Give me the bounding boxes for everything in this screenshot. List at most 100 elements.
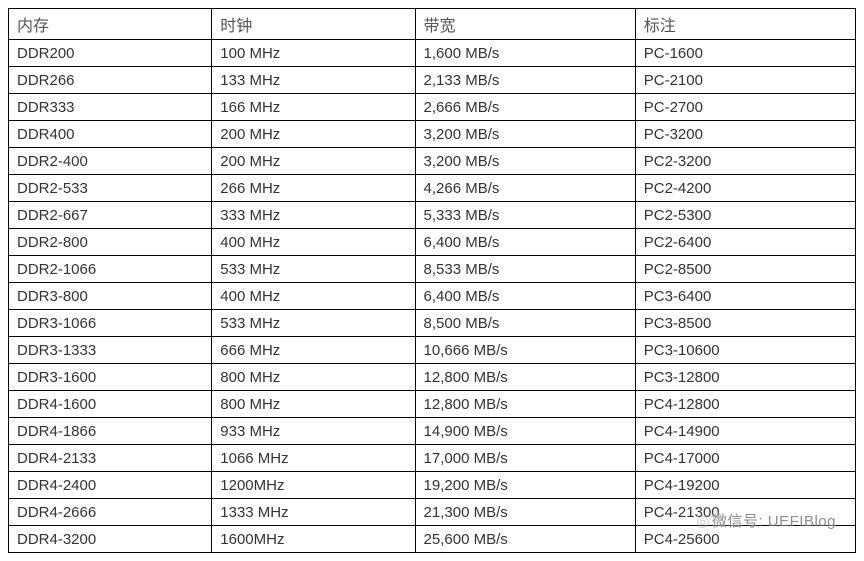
cell-bandwidth: 17,000 MB/s [415, 445, 635, 472]
cell-clock: 533 MHz [212, 256, 415, 283]
memory-spec-table: 内存 时钟 带宽 标注 DDR200100 MHz1,600 MB/sPC-16… [8, 8, 856, 553]
cell-bandwidth: 3,200 MB/s [415, 148, 635, 175]
cell-note: PC2-3200 [635, 148, 855, 175]
col-header-clock: 时钟 [212, 9, 415, 40]
cell-bandwidth: 3,200 MB/s [415, 121, 635, 148]
cell-memory: DDR4-2666 [9, 499, 212, 526]
cell-memory: DDR3-1600 [9, 364, 212, 391]
cell-clock: 533 MHz [212, 310, 415, 337]
cell-clock: 333 MHz [212, 202, 415, 229]
cell-memory: DDR333 [9, 94, 212, 121]
cell-clock: 1066 MHz [212, 445, 415, 472]
cell-clock: 1600MHz [212, 526, 415, 553]
table-row: DDR4-32001600MHz25,600 MB/sPC4-25600 [9, 526, 856, 553]
cell-note: PC-2100 [635, 67, 855, 94]
table-row: DDR400200 MHz3,200 MB/sPC-3200 [9, 121, 856, 148]
cell-clock: 1200MHz [212, 472, 415, 499]
cell-clock: 100 MHz [212, 40, 415, 67]
table-row: DDR2-400200 MHz3,200 MB/sPC2-3200 [9, 148, 856, 175]
cell-memory: DDR2-667 [9, 202, 212, 229]
cell-bandwidth: 2,666 MB/s [415, 94, 635, 121]
cell-clock: 400 MHz [212, 283, 415, 310]
memory-spec-table-container: 内存 时钟 带宽 标注 DDR200100 MHz1,600 MB/sPC-16… [8, 8, 856, 553]
table-row: DDR4-1866933 MHz14,900 MB/sPC4-14900 [9, 418, 856, 445]
cell-memory: DDR3-800 [9, 283, 212, 310]
cell-clock: 800 MHz [212, 364, 415, 391]
cell-bandwidth: 10,666 MB/s [415, 337, 635, 364]
cell-memory: DDR2-800 [9, 229, 212, 256]
cell-bandwidth: 4,266 MB/s [415, 175, 635, 202]
cell-clock: 933 MHz [212, 418, 415, 445]
cell-clock: 166 MHz [212, 94, 415, 121]
table-row: DDR4-24001200MHz19,200 MB/sPC4-19200 [9, 472, 856, 499]
table-body: DDR200100 MHz1,600 MB/sPC-1600DDR266133 … [9, 40, 856, 553]
cell-bandwidth: 1,600 MB/s [415, 40, 635, 67]
cell-note: PC4-12800 [635, 391, 855, 418]
table-row: DDR4-1600800 MHz12,800 MB/sPC4-12800 [9, 391, 856, 418]
cell-note: PC2-8500 [635, 256, 855, 283]
cell-note: PC-3200 [635, 121, 855, 148]
cell-clock: 266 MHz [212, 175, 415, 202]
cell-bandwidth: 2,133 MB/s [415, 67, 635, 94]
cell-note: PC3-8500 [635, 310, 855, 337]
cell-memory: DDR3-1066 [9, 310, 212, 337]
table-row: DDR3-1333666 MHz10,666 MB/sPC3-10600 [9, 337, 856, 364]
cell-memory: DDR2-1066 [9, 256, 212, 283]
cell-bandwidth: 19,200 MB/s [415, 472, 635, 499]
cell-memory: DDR4-3200 [9, 526, 212, 553]
cell-bandwidth: 21,300 MB/s [415, 499, 635, 526]
cell-clock: 800 MHz [212, 391, 415, 418]
table-row: DDR2-800400 MHz6,400 MB/sPC2-6400 [9, 229, 856, 256]
cell-note: PC-2700 [635, 94, 855, 121]
cell-bandwidth: 12,800 MB/s [415, 364, 635, 391]
col-header-bandwidth: 带宽 [415, 9, 635, 40]
cell-memory: DDR4-1600 [9, 391, 212, 418]
cell-bandwidth: 5,333 MB/s [415, 202, 635, 229]
cell-note: PC4-25600 [635, 526, 855, 553]
table-row: DDR3-1066533 MHz8,500 MB/sPC3-8500 [9, 310, 856, 337]
cell-bandwidth: 8,533 MB/s [415, 256, 635, 283]
col-header-memory: 内存 [9, 9, 212, 40]
cell-note: PC3-10600 [635, 337, 855, 364]
cell-clock: 666 MHz [212, 337, 415, 364]
table-row: DDR200100 MHz1,600 MB/sPC-1600 [9, 40, 856, 67]
table-row: DDR4-21331066 MHz17,000 MB/sPC4-17000 [9, 445, 856, 472]
cell-note: PC4-21300 [635, 499, 855, 526]
cell-bandwidth: 6,400 MB/s [415, 229, 635, 256]
cell-note: PC2-6400 [635, 229, 855, 256]
table-row: DDR2-533266 MHz4,266 MB/sPC2-4200 [9, 175, 856, 202]
cell-memory: DDR266 [9, 67, 212, 94]
cell-bandwidth: 12,800 MB/s [415, 391, 635, 418]
cell-bandwidth: 8,500 MB/s [415, 310, 635, 337]
table-header: 内存 时钟 带宽 标注 [9, 9, 856, 40]
cell-memory: DDR2-533 [9, 175, 212, 202]
cell-note: PC3-12800 [635, 364, 855, 391]
cell-clock: 200 MHz [212, 148, 415, 175]
table-row: DDR3-1600800 MHz12,800 MB/sPC3-12800 [9, 364, 856, 391]
cell-memory: DDR4-2400 [9, 472, 212, 499]
cell-bandwidth: 6,400 MB/s [415, 283, 635, 310]
cell-clock: 200 MHz [212, 121, 415, 148]
cell-bandwidth: 25,600 MB/s [415, 526, 635, 553]
table-row: DDR2-667333 MHz5,333 MB/sPC2-5300 [9, 202, 856, 229]
table-row: DDR266133 MHz2,133 MB/sPC-2100 [9, 67, 856, 94]
cell-memory: DDR200 [9, 40, 212, 67]
cell-memory: DDR4-2133 [9, 445, 212, 472]
cell-memory: DDR400 [9, 121, 212, 148]
table-header-row: 内存 时钟 带宽 标注 [9, 9, 856, 40]
table-row: DDR333166 MHz2,666 MB/sPC-2700 [9, 94, 856, 121]
cell-clock: 133 MHz [212, 67, 415, 94]
cell-bandwidth: 14,900 MB/s [415, 418, 635, 445]
cell-clock: 1333 MHz [212, 499, 415, 526]
col-header-note: 标注 [635, 9, 855, 40]
cell-note: PC4-14900 [635, 418, 855, 445]
cell-memory: DDR4-1866 [9, 418, 212, 445]
table-row: DDR3-800400 MHz6,400 MB/sPC3-6400 [9, 283, 856, 310]
cell-note: PC2-5300 [635, 202, 855, 229]
table-row: DDR2-1066533 MHz8,533 MB/sPC2-8500 [9, 256, 856, 283]
cell-note: PC4-19200 [635, 472, 855, 499]
cell-memory: DDR3-1333 [9, 337, 212, 364]
cell-note: PC4-17000 [635, 445, 855, 472]
cell-note: PC-1600 [635, 40, 855, 67]
cell-note: PC3-6400 [635, 283, 855, 310]
